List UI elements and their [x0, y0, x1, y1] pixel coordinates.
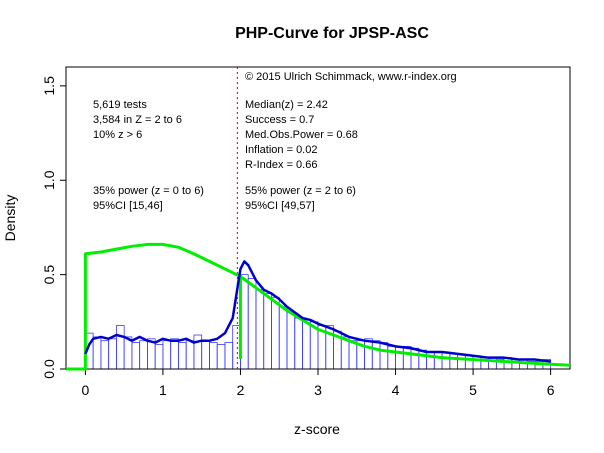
histogram-bar — [302, 319, 311, 370]
stat-med-obs-power: Med.Obs.Power = 0.68 — [245, 129, 358, 141]
histogram-bar — [379, 342, 389, 370]
histogram-bar — [209, 342, 218, 370]
y-tick-label: 0.5 — [41, 265, 57, 285]
stat-success: Success = 0.7 — [245, 114, 314, 126]
x-tick-label: 1 — [159, 382, 167, 398]
histogram-bar — [433, 351, 443, 370]
histogram-bar — [395, 345, 404, 370]
histogram-bar — [271, 296, 280, 370]
histogram-bar — [457, 353, 466, 370]
histogram-bar — [402, 345, 412, 370]
histogram-bar — [154, 344, 164, 370]
copyright-annotation: © 2015 Ulrich Schimmack, www.r-index.org — [245, 71, 457, 83]
left-power-block: 35% power (z = 0 to 6) 95%CI [15,46] — [93, 185, 204, 212]
histogram-bar — [116, 325, 125, 370]
right-power-block: 55% power (z = 2 to 6) 95%CI [49,57] — [245, 185, 356, 212]
histogram-bar — [286, 311, 296, 370]
x-axis-label: z-score — [294, 421, 340, 437]
left-power-ci: 95%CI [15,46] — [93, 200, 163, 212]
histogram-bar — [170, 338, 179, 370]
histogram-bar — [162, 340, 172, 370]
fitted-power-curve — [66, 242, 571, 371]
stat-r-index: R-Index = 0.66 — [245, 159, 317, 171]
y-tick-label: 1.5 — [41, 76, 57, 96]
histogram-bar — [348, 340, 358, 370]
chart-title: PHP-Curve for JPSP-ASC — [235, 25, 429, 42]
stat-inflation: Inflation = 0.02 — [245, 144, 317, 156]
y-tick-label: 1.0 — [41, 170, 57, 190]
left-power: 35% power (z = 0 to 6) — [93, 185, 204, 197]
stat-median-z: Median(z) = 2.42 — [245, 99, 328, 111]
histogram-bar — [178, 342, 187, 370]
chart-lines — [66, 67, 571, 371]
histogram-bar — [216, 344, 226, 370]
stat-z-over-6: 10% z > 6 — [93, 129, 142, 141]
x-tick-label: 0 — [81, 382, 89, 398]
histogram-bar — [247, 277, 257, 370]
histogram-bar — [131, 342, 141, 370]
histogram-bar — [123, 336, 133, 370]
x-tick-label: 2 — [237, 382, 245, 398]
histogram-bar — [294, 317, 303, 370]
histogram-bar — [224, 342, 234, 370]
histogram-bar — [185, 340, 195, 370]
right-power-ci: 95%CI [49,57] — [245, 200, 315, 212]
axes: 0 1 2 3 4 5 6 0.0 0.5 1.0 1.5 — [41, 66, 571, 398]
histogram-bar — [449, 353, 458, 370]
x-tick-label: 4 — [392, 382, 400, 398]
kernel-density-line — [84, 260, 551, 363]
x-tick-label: 3 — [314, 382, 322, 398]
histogram-bar — [139, 340, 148, 370]
histogram-bar — [100, 340, 110, 370]
y-tick-label: 0.0 — [41, 359, 57, 379]
y-axis-label: Density — [2, 195, 18, 242]
x-tick-label: 6 — [547, 382, 555, 398]
right-power: 55% power (z = 2 to 6) — [245, 185, 356, 197]
histogram-bar — [364, 338, 373, 370]
histogram-bar — [108, 338, 117, 370]
stat-z-range: 3,584 in Z = 2 to 6 — [93, 114, 182, 126]
left-stats-block: 5,619 tests 3,584 in Z = 2 to 6 10% z > … — [93, 99, 182, 141]
histogram-bar — [278, 306, 288, 370]
stat-tests: 5,619 tests — [93, 99, 147, 111]
right-stats-block: Median(z) = 2.42 Success = 0.7 Med.Obs.P… — [245, 99, 358, 171]
histogram-bar — [201, 340, 210, 370]
histogram-bar — [255, 289, 265, 370]
x-tick-label: 5 — [469, 382, 477, 398]
histogram-bar — [92, 336, 102, 370]
histogram-bar — [263, 293, 272, 370]
histogram-bars — [84, 274, 552, 370]
histogram-bar — [371, 340, 381, 370]
histogram-bar — [441, 351, 451, 370]
histogram-bar — [410, 347, 420, 370]
